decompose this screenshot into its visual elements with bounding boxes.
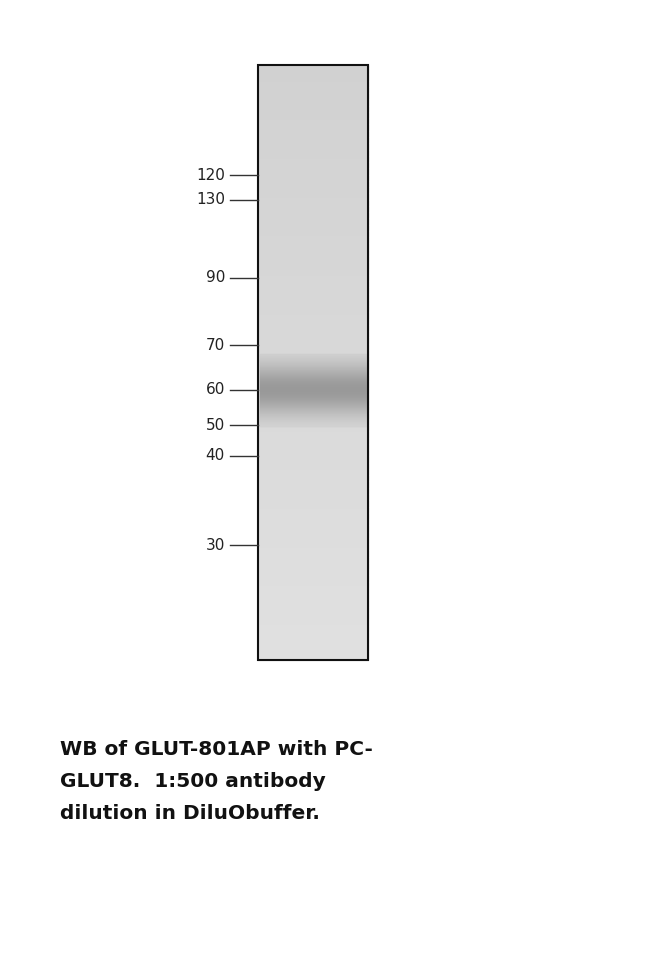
Text: WB of GLUT-801AP with PC-: WB of GLUT-801AP with PC- [60, 740, 373, 759]
Text: 130: 130 [196, 192, 225, 208]
Text: dilution in DiluObuffer.: dilution in DiluObuffer. [60, 803, 320, 823]
Text: 90: 90 [205, 270, 225, 286]
Text: 40: 40 [206, 448, 225, 463]
Text: 30: 30 [205, 537, 225, 553]
Text: GLUT8.  1:500 antibody: GLUT8. 1:500 antibody [60, 772, 326, 791]
Bar [258, 65, 368, 660]
Text: 120: 120 [196, 168, 225, 182]
Text: 60: 60 [205, 382, 225, 398]
Text: 50: 50 [206, 417, 225, 433]
Text: 70: 70 [206, 337, 225, 353]
